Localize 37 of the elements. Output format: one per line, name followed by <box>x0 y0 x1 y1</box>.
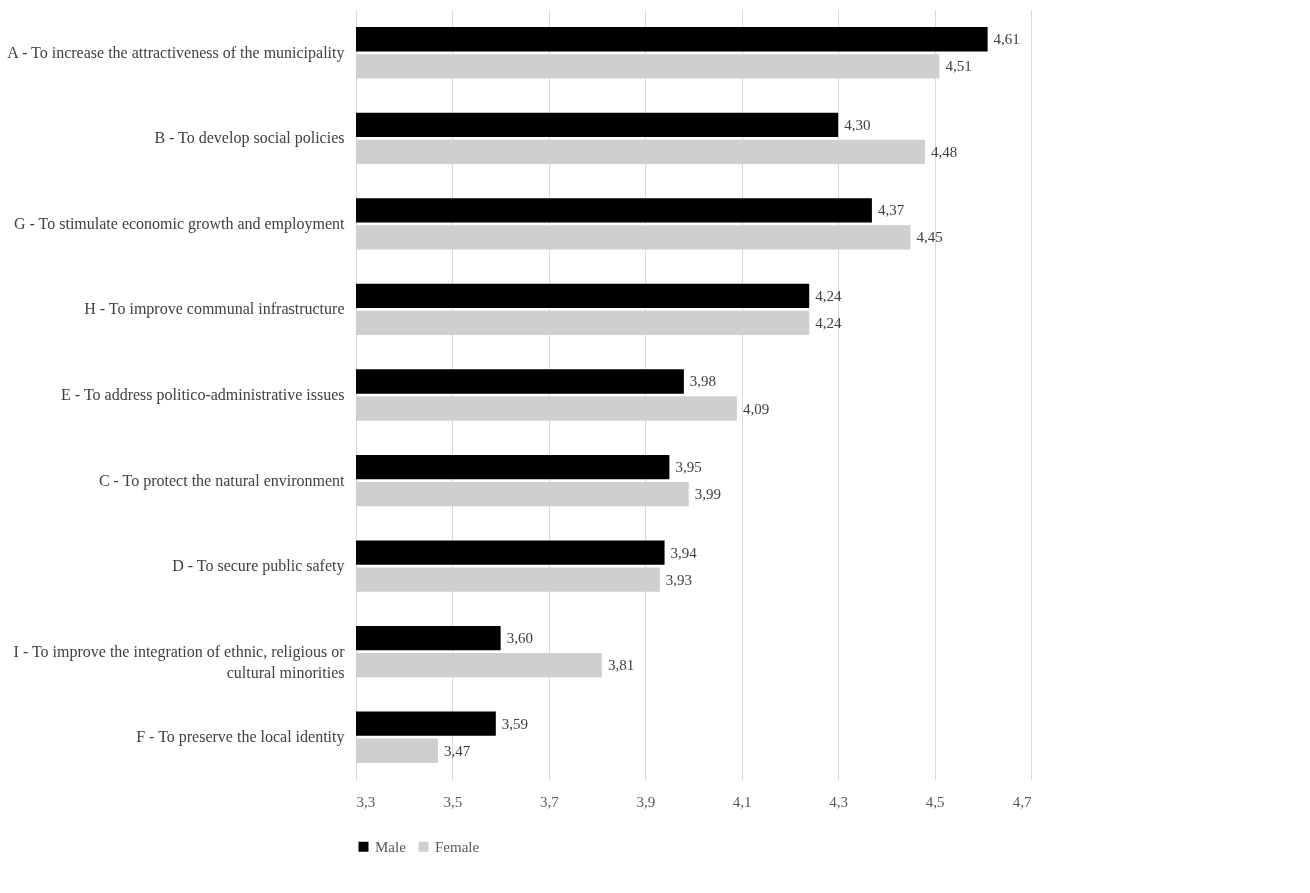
legend-label: Male <box>375 838 407 855</box>
data-label: 4,24 <box>815 314 842 331</box>
x-tick-label: 4,5 <box>925 793 945 810</box>
data-label: 3,47 <box>443 742 471 759</box>
y-tick-label: I - To improve the integration of ethnic, religious or cultural minorities <box>13 642 346 681</box>
data-label: 3,59 <box>501 715 529 732</box>
y-tick-label: A - To increase the attractiveness of the municipality <box>7 43 345 62</box>
data-label: 3,99 <box>694 486 721 503</box>
y-tick-label: D - To secure public safety <box>172 557 345 576</box>
data-label: 3,94 <box>670 544 698 561</box>
data-label: 4,30 <box>844 116 871 133</box>
data-label: 4,37 <box>877 202 905 219</box>
data-label: 4,48 <box>930 143 958 160</box>
data-label: 3,98 <box>689 373 717 390</box>
y-tick-label: E - To address politico-administrative issues <box>61 386 345 404</box>
data-label: 3,95 <box>675 459 702 476</box>
x-tick-label: 3,5 <box>443 793 463 810</box>
data-label: 3,93 <box>665 571 692 588</box>
y-tick-label: G - To stimulate economic growth and employment <box>13 214 346 233</box>
data-label: 3,60 <box>506 630 533 647</box>
data-label: 3,81 <box>607 657 635 674</box>
y-tick-label: F - To preserve the local identity <box>136 728 345 747</box>
y-tick-label: B - To develop social policies <box>154 129 345 148</box>
data-label: 4,09 <box>742 400 770 417</box>
x-tick-label: 3,7 <box>539 793 560 810</box>
x-tick-label: 4,7 <box>1012 793 1032 810</box>
x-tick-label: 3,9 <box>636 793 656 810</box>
data-label: 4,24 <box>815 287 842 304</box>
x-tick-label: 3,3 <box>356 793 376 810</box>
y-tick-label: H - To improve communal infrastructure <box>84 300 345 319</box>
data-label: 4,51 <box>945 58 972 75</box>
data-label: 4,45 <box>916 229 943 246</box>
x-tick-label: 4,1 <box>732 793 752 810</box>
data-label: 4,61 <box>993 31 1020 48</box>
x-tick-label: 4,3 <box>829 793 849 810</box>
y-tick-label: C - To protect the natural environment <box>98 471 346 490</box>
legend-label: Female <box>435 838 480 855</box>
